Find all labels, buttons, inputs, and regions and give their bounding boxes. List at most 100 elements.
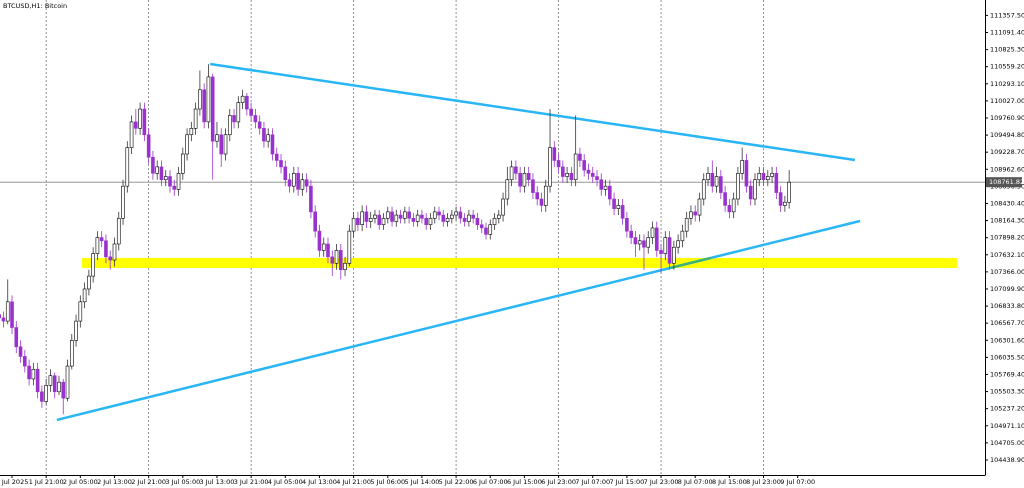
candle-body (61, 381, 66, 399)
y-tick-label: 109228.70 (990, 148, 1024, 156)
x-tick-label: 9 Jul 07:00 (780, 478, 815, 486)
candle-body (684, 217, 689, 232)
candle-body (612, 198, 616, 209)
x-tick-label: 7 Jul 15:00 (609, 478, 644, 486)
candle-body (535, 192, 540, 200)
support-zone (82, 257, 957, 268)
candle-body (437, 211, 441, 216)
x-tick-label: 4 Jul 21:00 (336, 478, 371, 486)
candle-body (646, 237, 651, 248)
candle-body (65, 365, 70, 399)
candle-body (765, 176, 770, 181)
candle-body (134, 121, 138, 129)
candle-body (531, 179, 535, 193)
candle-body (104, 240, 108, 258)
candle-body (757, 173, 762, 181)
candle-body (676, 240, 680, 248)
candle-body (168, 176, 172, 187)
y-tick-label: 105503.30 (990, 388, 1024, 396)
candle-body (629, 230, 633, 238)
candle-body (202, 89, 206, 123)
candle-body (501, 198, 505, 216)
candle-body (74, 320, 78, 341)
candle-body (394, 214, 399, 222)
y-tick-label: 109494.80 (990, 131, 1024, 139)
candle-body (10, 301, 14, 328)
candle-body (719, 176, 723, 193)
candle-body (78, 301, 83, 322)
candle-body (326, 243, 330, 258)
x-tick-label: 4 Jul 05:00 (268, 478, 303, 486)
candle-body (586, 169, 591, 174)
candle-body (381, 217, 386, 226)
candle-body (556, 160, 561, 168)
candle-body (31, 368, 36, 380)
y-tick-label: 110293.10 (990, 80, 1024, 88)
candle-body (569, 173, 574, 181)
candle-body (159, 166, 164, 181)
candle-body (407, 211, 411, 219)
x-tick-label: 5 Jul 22:00 (439, 478, 474, 486)
candle-body (488, 224, 493, 235)
candle-body (462, 217, 467, 222)
candle-body (595, 176, 599, 181)
objects (0, 62, 985, 422)
candle-body (637, 240, 642, 245)
candle-body (95, 237, 100, 254)
candle-body (82, 288, 87, 303)
x-tick-label: 1 Jul 21:00 (29, 478, 64, 486)
candle-body (552, 147, 557, 161)
x-tick-label: 5 Jul 14:00 (405, 478, 440, 486)
candle-body (441, 214, 446, 222)
candle-body (390, 211, 394, 222)
candle-body (257, 121, 262, 129)
candle-body (420, 214, 424, 219)
candle-body (479, 224, 484, 229)
candle-body (313, 211, 317, 232)
candle-body (543, 185, 548, 206)
y-tick-label: 104438.90 (990, 456, 1024, 464)
x-tick-label: 3 Jul 05:00 (165, 478, 200, 486)
candle-body (385, 211, 390, 219)
candle-body (573, 153, 578, 181)
candle-body (287, 179, 292, 187)
y-tick-label: 110559.20 (990, 63, 1024, 71)
candle-body (514, 166, 518, 174)
x-tick-label: 6 Jul 15:00 (507, 478, 542, 486)
candle-body (723, 192, 727, 206)
candle-body (35, 368, 40, 393)
candle-body (108, 256, 113, 261)
candle-body (608, 185, 612, 200)
y-tick-label: 105769.40 (990, 370, 1024, 378)
candle-body (505, 179, 510, 200)
candle-body (364, 211, 369, 222)
candle-body (445, 217, 450, 222)
candle-body (23, 356, 27, 367)
x-tick-label: 6 Jul 23:00 (541, 478, 576, 486)
y-tick-label: 107632.10 (990, 251, 1024, 259)
chart-title: BTCUSD,H1: Bitcoin (3, 2, 67, 10)
trendline-overlap (670, 256, 712, 270)
candle-body (44, 385, 48, 402)
x-tick-label: 7 Jul 07:00 (575, 478, 610, 486)
candle-body (296, 173, 300, 190)
candle-body (266, 134, 271, 142)
candle-body (223, 134, 228, 155)
candle-body (496, 214, 501, 219)
candle-body (663, 237, 668, 254)
candle-body (484, 227, 488, 235)
candle-body (69, 340, 74, 367)
x-tick-label: 7 Jul 23:00 (644, 478, 679, 486)
candle-body (52, 375, 57, 393)
candle-body (351, 217, 356, 232)
candle-body (398, 214, 403, 219)
y-tick-label: 109760.90 (990, 114, 1024, 122)
candle-body (193, 108, 198, 129)
candle-body (292, 173, 296, 187)
y-tick-label: 105237.20 (990, 405, 1024, 413)
candle-body (14, 327, 19, 348)
candle-body (667, 237, 672, 264)
candle-body (309, 185, 313, 213)
